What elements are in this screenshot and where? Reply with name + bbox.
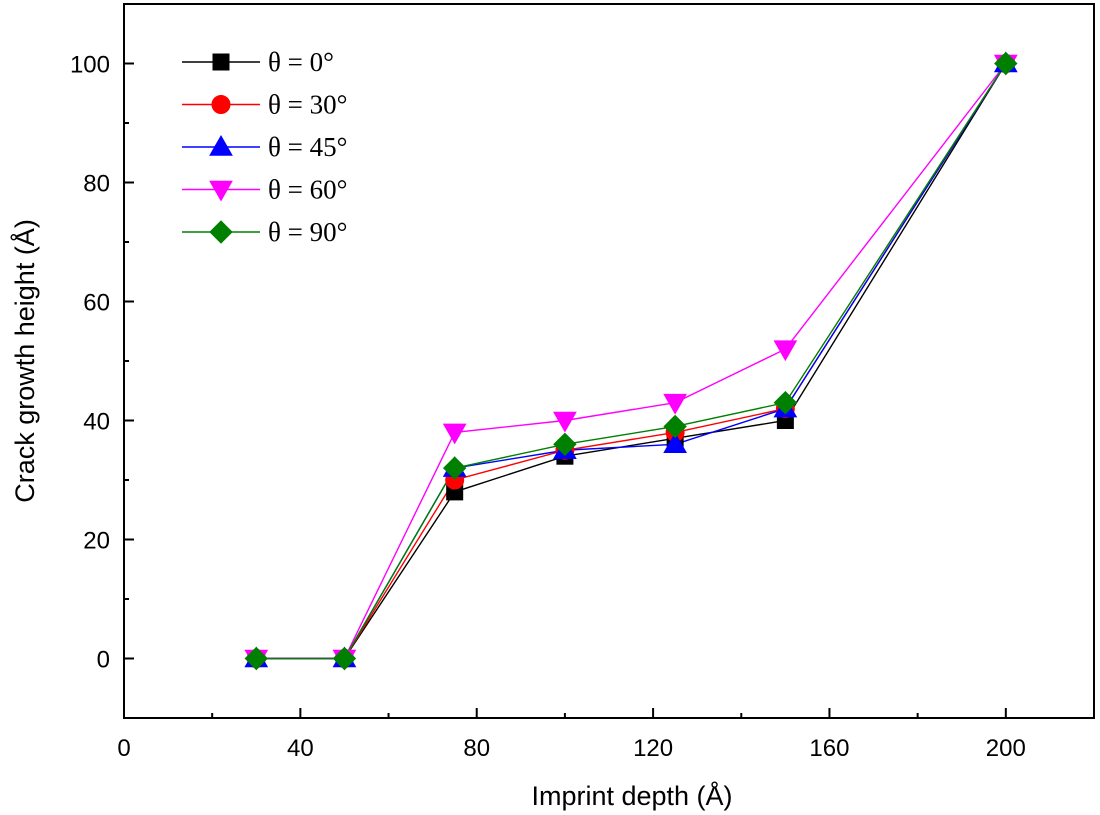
legend-label-1: θ = 30°: [268, 90, 347, 120]
y-tick-label: 20: [83, 528, 110, 555]
y-tick-label: 40: [83, 409, 110, 436]
x-tick-label: 120: [633, 735, 673, 762]
legend-marker-4: [209, 220, 233, 244]
data-point-series-3: [553, 411, 577, 433]
data-point-series-4: [332, 646, 357, 671]
y-axis-title: Crack growth height (Å): [9, 219, 40, 503]
series-line-1: [256, 63, 1007, 660]
data-point-series-4: [773, 390, 798, 415]
data-point-series-2: [663, 432, 687, 454]
data-point-series-4: [663, 414, 687, 439]
data-point-series-4: [442, 456, 467, 480]
y-tick-label: 100: [70, 52, 110, 79]
legend-marker-1: [211, 95, 231, 114]
series-line-3: [256, 63, 1007, 660]
y-tick-label: 80: [83, 171, 110, 198]
legend-label-2: θ = 45°: [268, 132, 347, 162]
data-point-series-4: [553, 432, 577, 457]
x-tick-label: 80: [463, 735, 490, 762]
data-point-series-3: [442, 423, 467, 445]
data-point-series-3: [773, 340, 798, 362]
x-tick-label: 0: [117, 735, 130, 762]
y-tick-label: 60: [83, 290, 110, 317]
x-tick-label: 200: [986, 735, 1026, 762]
series-line-2: [256, 63, 1007, 660]
legend-label-0: θ = 0°: [268, 47, 334, 77]
x-tick-label: 40: [287, 735, 314, 762]
legend-marker-0: [212, 53, 230, 71]
data-point-series-3: [663, 393, 687, 415]
x-axis-title: Imprint depth (Å): [531, 780, 732, 811]
series-line-0: [256, 63, 1007, 660]
series-line-4: [256, 63, 1007, 660]
data-point-series-4: [244, 646, 268, 671]
y-tick-label: 0: [97, 647, 110, 674]
data-point-series-4: [994, 51, 1018, 76]
legend-marker-2: [209, 134, 233, 156]
x-tick-label: 160: [809, 735, 849, 762]
legend-marker-3: [209, 180, 233, 202]
legend-label-4: θ = 90°: [268, 217, 347, 247]
legend-label-3: θ = 60°: [268, 175, 347, 205]
